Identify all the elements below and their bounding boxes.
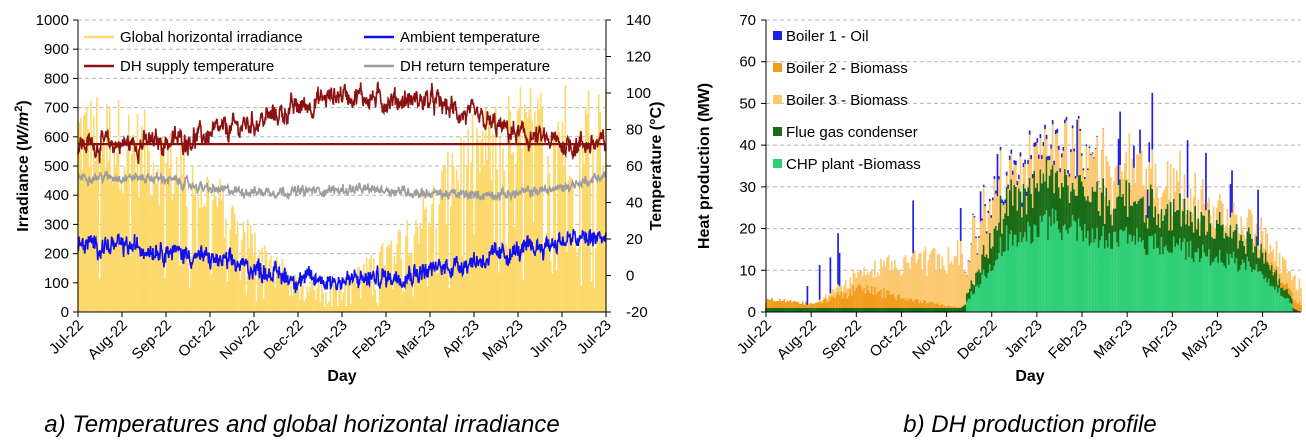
chart-a-left-tick-label: 900 [44,41,69,58]
chart-a-x-tick-label: Oct-22 [175,317,219,361]
chart-a-left-tick-label: 300 [44,216,69,233]
chart-b-caption: b) DH production profile [903,411,1156,438]
chart-b-tick-label: 20 [739,221,756,238]
chart-a-left-tick-label: 200 [44,246,69,263]
chart-a-right-tick-label: 60 [626,158,643,175]
chart-b-stacked-area [765,92,1302,312]
chart-a-right-tick-label: 100 [626,85,651,102]
chart-b-x-tick-label: Jun-23 [1227,317,1271,361]
chart-a-caption: a) Temperatures and global horizontal ir… [44,411,559,438]
chart-a-x-tick-label: May-23 [479,317,526,364]
chart-a-x-tick-label: Sep-22 [129,317,175,363]
chart-b-tick-label: 40 [739,137,756,154]
legend-b-swatch-3 [773,95,782,104]
legend-b-swatch-2 [773,63,782,72]
chart-a-x-tick-label: Mar-23 [393,317,439,363]
legend-b-swatch-4 [773,127,782,136]
chart-a-x-tick-label: Feb-23 [349,317,395,363]
legend-label-4: DH return temperature [400,58,550,75]
chart-b-x-tick-label: Apr-23 [1137,317,1181,361]
chart-b-tick-label: 50 [739,95,756,112]
chart-b-x-tick-label: Jan-23 [1001,317,1045,361]
chart-a-left-tick-label: 800 [44,70,69,87]
chart-a-right-tick-label: 0 [626,268,634,285]
chart-b-y-ticks: 0 10 20 30 40 50 60 70 [739,12,766,321]
legend-b-swatch-5 [773,159,782,168]
chart-a-left-ticks: 0 100 200 300 400 500 600 700 800 900 1000 [36,12,78,321]
chart-a-right-tick-label: 120 [626,49,651,66]
chart-a-right-tick-label: -20 [626,304,648,321]
chart-a-x-tick-label: Jan-23 [306,317,350,361]
chart-a-right-tick-label: 40 [626,195,643,212]
chart-a-right-tick-label: 140 [626,12,651,29]
chart-b-tick-label: 0 [748,304,756,321]
chart-b-x-tick-label: Aug-22 [774,317,820,363]
chart-b-tick-label: 60 [739,54,756,71]
chart-a-right-tick-label: 20 [626,231,643,248]
chart-b-x-axis-label: Day [1015,368,1044,385]
legend-b-swatch-1 [773,31,782,40]
chart-b-tick-label: 30 [739,179,756,196]
chart-a-x-tick-label: Jul-23 [574,317,615,358]
chart-a-left-tick-label: 600 [44,129,69,146]
chart-a-series-ambient-temperature [77,229,607,294]
chart-a-series-supply-temperature [77,80,607,165]
chart-a-left-tick-label: 1000 [36,12,69,29]
chart-a-left-tick-label: 700 [44,100,69,117]
chart-a-left-tick-label: 400 [44,187,69,204]
chart-b-plot-area [765,92,1302,312]
chart-a-x-tick-label: Jun-23 [526,317,570,361]
chart-a-plot-area [77,80,607,312]
chart-b-x-tick-label: Jul-22 [734,317,775,358]
chart-a-x-axis-label: Day [327,368,356,385]
chart-b-x-tick-label: Oct-22 [866,317,910,361]
legend-b-label-3: Boiler 3 - Biomass [786,92,908,109]
chart-a-left-axis-label: Irradiance (W/m2) [13,100,32,232]
chart-a-x-tick-label: Nov-22 [217,317,263,363]
legend-b-label-1: Boiler 1 - Oil [786,28,869,45]
chart-b-y-axis-label: Heat production (MW) [696,83,713,249]
chart-a-left-tick-label: 500 [44,158,69,175]
chart-a-right-ticks: -20 0 20 40 60 80 100 120 140 [606,12,651,321]
chart-a: 0 100 200 300 400 500 600 700 800 900 1000 -20 0 20 4… [13,12,665,438]
chart-a-x-tick-label: Aug-22 [85,317,131,363]
chart-b-x-tick-label: Sep-22 [819,317,865,363]
chart-a-left-tick-label: 100 [44,275,69,292]
chart-b-x-tick-label: Dec-22 [954,317,1000,363]
chart-b-tick-label: 10 [739,262,756,279]
chart-b-x-tick-label: Mar-23 [1090,317,1136,363]
chart-a-right-axis-label: Temperature (°C) [648,102,665,231]
legend-label-3: DH supply temperature [120,58,274,75]
chart-b-tick-label: 70 [739,12,756,29]
chart-a-series-return-temperature [77,170,607,202]
legend-b-label-2: Boiler 2 - Biomass [786,60,908,77]
chart-b-legend: Boiler 1 - Oil Boiler 2 - Biomass Boiler 3… [773,28,921,173]
chart-a-x-tick-label: Jul-22 [46,317,87,358]
chart-a-x-tick-label: Apr-23 [439,317,483,361]
chart-a-right-tick-label: 80 [626,122,643,139]
chart-b-x-tick-label: Nov-22 [909,317,955,363]
chart-a-left-tick-label: 0 [61,304,69,321]
chart-b-x-tick-label: Feb-23 [1045,317,1091,363]
chart-a-legend: Global horizontal irradiance Ambient temp… [84,29,550,75]
legend-b-label-5: CHP plant -Biomass [786,156,921,173]
legend-b-label-4: Flue gas condenser [786,124,918,141]
chart-a-x-tick-label: Dec-22 [261,317,307,363]
legend-label-1: Global horizontal irradiance [120,29,303,46]
chart-b-x-tick-label: May-23 [1179,317,1226,364]
legend-label-2: Ambient temperature [400,29,540,46]
